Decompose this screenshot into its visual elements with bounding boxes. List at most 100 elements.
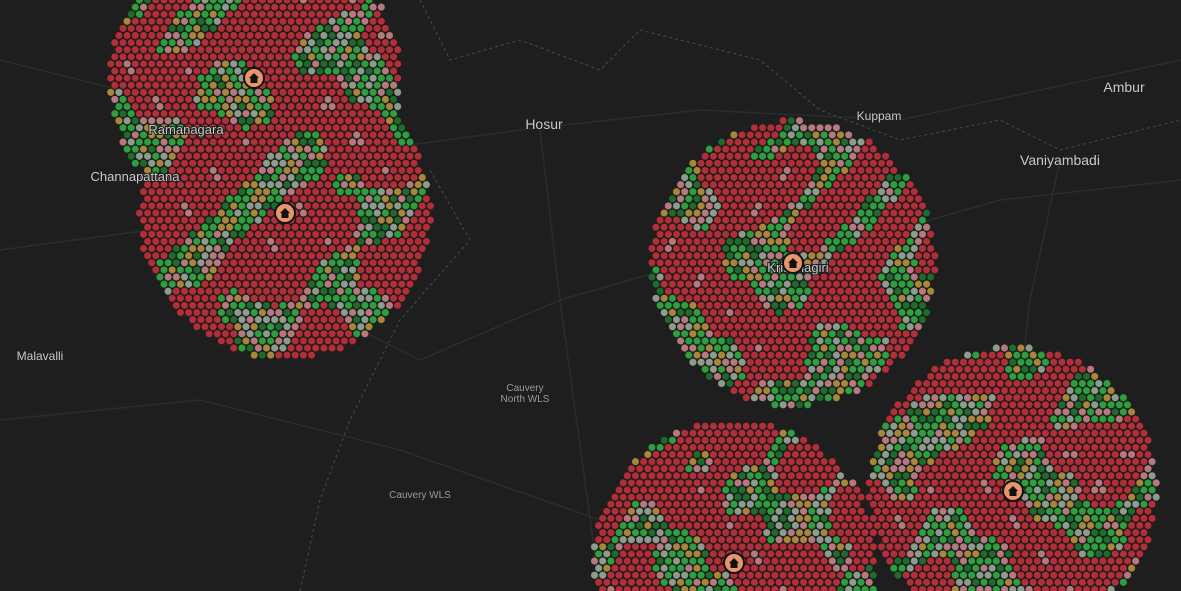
home-marker[interactable] <box>1002 480 1024 502</box>
hex-cell <box>168 152 177 161</box>
hex-cell <box>984 514 993 523</box>
hex-cell <box>930 393 939 402</box>
hex-cell <box>160 0 168 4</box>
hex-cell <box>779 201 788 210</box>
hex-cell <box>959 429 968 438</box>
hex-cell <box>188 258 197 267</box>
hex-cell <box>254 272 263 281</box>
hex-cell <box>360 230 369 239</box>
hex-cell <box>356 52 365 61</box>
hex-cell <box>676 535 685 544</box>
hex-cell <box>934 556 943 565</box>
hex-cell <box>676 322 685 331</box>
hex-cell <box>820 471 829 480</box>
hex-cell <box>1025 443 1034 452</box>
hex-cell <box>340 336 349 345</box>
hex-cell <box>799 549 808 558</box>
hex-cell <box>660 251 669 260</box>
hex-cell <box>828 528 837 537</box>
hex-cell <box>885 457 894 466</box>
hex-cell <box>205 216 214 225</box>
hex-cell <box>254 31 263 40</box>
hex-cell <box>377 272 386 281</box>
hex-cell <box>815 322 824 331</box>
hex-cell <box>270 45 279 54</box>
hex-cell <box>1127 493 1136 502</box>
hex-cell <box>1004 507 1013 516</box>
hex-cell <box>840 237 849 246</box>
hex-cell <box>914 478 923 487</box>
hex-cell <box>254 88 263 97</box>
hex-cell <box>307 10 316 19</box>
hex-cell <box>1082 400 1091 409</box>
hex-cell <box>254 159 263 168</box>
hex-cell <box>963 450 972 459</box>
hex-cell <box>340 322 349 331</box>
hex-cell <box>610 535 619 544</box>
hex-cell <box>766 436 775 445</box>
hex-cell <box>213 258 222 267</box>
home-icon <box>249 73 259 83</box>
hex-cell <box>319 45 328 54</box>
hex-cell <box>729 145 738 154</box>
hex-cell <box>934 443 943 452</box>
hex-cell <box>733 194 742 203</box>
hex-cell <box>684 493 693 502</box>
home-marker[interactable] <box>782 252 804 274</box>
hex-cell <box>192 38 201 47</box>
hex-cell <box>992 585 1001 591</box>
hex-cell <box>287 301 296 310</box>
hex-cell <box>643 549 652 558</box>
hex-cell <box>373 95 382 104</box>
hex-cell <box>168 280 177 289</box>
hex-cell <box>967 457 976 466</box>
hex-cell <box>315 180 324 189</box>
hex-cell <box>758 393 767 402</box>
hex-cell <box>360 258 369 267</box>
hex-cell <box>848 549 857 558</box>
hex-cell <box>336 145 345 154</box>
hex-cell <box>815 180 824 189</box>
hex-cell <box>947 521 956 530</box>
hex-cell <box>274 194 283 203</box>
hex-cell <box>282 336 291 345</box>
hex-cell <box>828 159 837 168</box>
hex-cell <box>344 216 353 225</box>
hex-cell <box>192 223 201 232</box>
hex-cell <box>1062 407 1071 416</box>
hex-cell <box>840 351 849 360</box>
hex-cell <box>336 102 345 111</box>
hex-cell <box>262 216 271 225</box>
hex-cell <box>254 116 263 125</box>
home-marker[interactable] <box>723 552 745 574</box>
hex-cell <box>328 187 337 196</box>
hex-cell <box>205 287 214 296</box>
hex-cell <box>1098 514 1107 523</box>
hex-cell <box>766 351 775 360</box>
hex-cell <box>311 145 320 154</box>
hex-cell <box>246 45 255 54</box>
hex-cell <box>705 372 714 381</box>
hex-cell <box>1082 386 1091 395</box>
hex-cell <box>266 152 275 161</box>
hex-cell <box>291 24 300 33</box>
hex-cell <box>750 422 759 431</box>
home-marker[interactable] <box>274 202 296 224</box>
hex-cell <box>889 223 898 232</box>
hex-cell <box>147 201 156 210</box>
hex-cell <box>188 244 197 253</box>
hex-cell <box>1098 386 1107 395</box>
hex-cell <box>795 514 804 523</box>
hex-cell <box>188 201 197 210</box>
hex-cell <box>820 287 829 296</box>
hex-cell <box>709 180 718 189</box>
hex-cell <box>1086 535 1095 544</box>
hex-cell <box>721 159 730 168</box>
hex-cell <box>340 294 349 303</box>
hex-cell <box>258 237 267 246</box>
hex-cell <box>336 301 345 310</box>
hex-cell <box>885 414 894 423</box>
hex-cell <box>692 578 701 587</box>
hex-cell <box>373 251 382 260</box>
home-marker[interactable] <box>243 67 265 89</box>
